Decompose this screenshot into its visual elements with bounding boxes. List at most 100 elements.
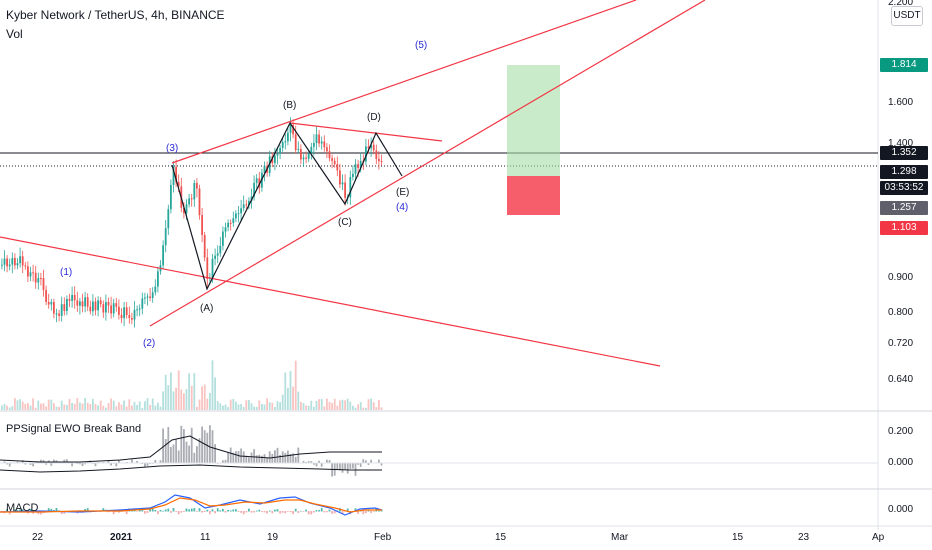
wave-label-C: (C) bbox=[338, 217, 352, 228]
macd-histogram-bar bbox=[341, 511, 344, 515]
macd-histogram-bar bbox=[281, 511, 284, 513]
volume-bar bbox=[263, 404, 266, 410]
macd-histogram-bar bbox=[1, 511, 3, 512]
channel-lower-trendline[interactable] bbox=[149, 0, 706, 327]
candle-body bbox=[300, 149, 302, 160]
volume-bar bbox=[175, 387, 177, 410]
macd-histogram-bar bbox=[21, 509, 24, 512]
triangle-top-trendline[interactable] bbox=[289, 122, 443, 142]
volume-bar bbox=[271, 402, 274, 410]
ewo-histogram-bar bbox=[32, 463, 34, 467]
elliott-wave-path[interactable] bbox=[171, 121, 403, 291]
volume-bar bbox=[24, 403, 27, 410]
volume-bar bbox=[255, 406, 258, 410]
ewo-histogram-bar bbox=[209, 425, 211, 463]
ewo-histogram-bar bbox=[315, 463, 318, 467]
candle-body bbox=[118, 306, 120, 315]
macd-histogram-bar bbox=[170, 511, 172, 513]
ewo-indicator-label[interactable]: PPSignal EWO Break Band bbox=[6, 423, 142, 435]
time-label: 15 bbox=[495, 532, 507, 543]
candle-body bbox=[289, 124, 292, 133]
macd-histogram-bar bbox=[289, 511, 292, 513]
volume-bar bbox=[227, 407, 229, 410]
ewo-histogram-bar bbox=[29, 463, 32, 465]
ewo-histogram-bar bbox=[71, 463, 73, 467]
ewo-histogram-bar bbox=[79, 463, 81, 465]
target-zone[interactable] bbox=[507, 65, 560, 176]
candle-body bbox=[193, 182, 196, 200]
volume-bar bbox=[112, 400, 115, 410]
macd-histogram-bar bbox=[162, 510, 164, 512]
volume-bar bbox=[370, 398, 372, 410]
wave-label-B: (B) bbox=[283, 100, 297, 111]
volume-bar bbox=[240, 404, 242, 410]
candle-body bbox=[253, 182, 255, 197]
volume-bar bbox=[266, 398, 268, 410]
stop-zone[interactable] bbox=[507, 176, 560, 215]
volume-bar bbox=[6, 405, 8, 410]
volume-bar bbox=[21, 401, 24, 410]
volume-bar bbox=[352, 405, 354, 410]
price-tick: 1.400 bbox=[888, 138, 914, 149]
candle-body bbox=[68, 298, 71, 301]
candle-body bbox=[242, 204, 245, 209]
candle-body bbox=[248, 200, 250, 206]
candle-body bbox=[344, 182, 346, 198]
macd-histogram-bar bbox=[370, 511, 372, 513]
candle-body bbox=[141, 298, 144, 309]
time-label: 22 bbox=[32, 532, 44, 543]
ewo-histogram-bar bbox=[214, 444, 216, 463]
candle-body bbox=[196, 182, 198, 189]
candle-body bbox=[128, 315, 131, 318]
volume-bar bbox=[206, 398, 209, 410]
volume-bar bbox=[86, 402, 89, 410]
wave-label-5: (5) bbox=[415, 40, 428, 51]
dotted-price-tag: 1.298 bbox=[880, 165, 928, 179]
volume-bar bbox=[138, 401, 141, 410]
lower-falling-trendline[interactable] bbox=[0, 236, 661, 367]
macd-histogram-bar bbox=[310, 511, 313, 515]
ewo-histogram-bar bbox=[136, 460, 138, 463]
channel-upper-trendline[interactable] bbox=[171, 0, 637, 164]
volume-bar bbox=[71, 403, 73, 410]
macd-histogram-bar bbox=[157, 511, 159, 515]
currency-button[interactable]: USDT bbox=[891, 6, 923, 26]
macd-indicator-label[interactable]: MACD bbox=[6, 502, 39, 514]
volume-bar bbox=[107, 403, 110, 410]
macd-histogram-bar bbox=[222, 508, 224, 512]
countdown-tag: 03:53:52 bbox=[880, 181, 928, 195]
volume-label[interactable]: Vol bbox=[6, 27, 23, 41]
candle-body bbox=[302, 157, 305, 160]
candle-body bbox=[21, 256, 24, 266]
ewo-tick: 0.200 bbox=[888, 426, 914, 437]
volume-bar bbox=[362, 407, 365, 410]
ewo-histogram-bar bbox=[370, 459, 372, 463]
ewo-histogram-bar bbox=[297, 447, 300, 463]
ewo-histogram-bar bbox=[190, 427, 193, 463]
macd-histogram-bar bbox=[196, 511, 198, 512]
macd-histogram-bar bbox=[112, 511, 115, 515]
ewo-histogram-bar bbox=[268, 451, 271, 463]
candle-body bbox=[201, 215, 203, 235]
macd-histogram-bar bbox=[84, 508, 86, 512]
macd-histogram-bar bbox=[240, 511, 242, 513]
macd-histogram-bar bbox=[216, 508, 219, 512]
ewo-histogram-bar bbox=[248, 457, 250, 463]
candle-body bbox=[258, 178, 261, 188]
volume-bar bbox=[214, 377, 216, 410]
symbol-title[interactable]: Kyber Network / TetherUS, 4h, BINANCE bbox=[6, 8, 225, 22]
macd-histogram-bar bbox=[115, 511, 118, 513]
ewo-histogram-bar bbox=[292, 453, 294, 463]
macd-histogram-bar bbox=[47, 508, 50, 512]
macd-histogram-bar bbox=[232, 509, 235, 512]
volume-bar bbox=[224, 404, 227, 410]
ewo-histogram-bar bbox=[50, 463, 53, 466]
ewo-histogram-bar bbox=[183, 429, 185, 463]
candle-body bbox=[102, 304, 105, 313]
candle-body bbox=[188, 198, 190, 205]
ewo-histogram-bar bbox=[198, 438, 201, 463]
candle-body bbox=[287, 132, 289, 142]
volume-bar bbox=[177, 370, 180, 410]
candle-body bbox=[99, 300, 102, 305]
